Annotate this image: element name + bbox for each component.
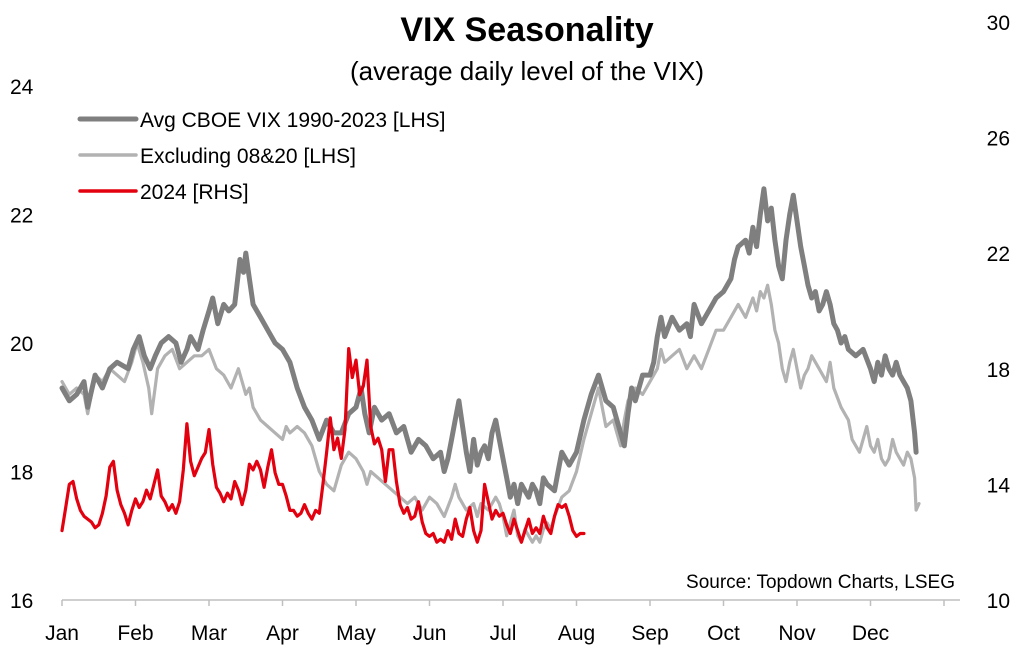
y-left-tick-label: 16	[10, 590, 33, 613]
axes: Jan Feb Mar Apr May Jun Jul Aug Sep Oct Nov Dec 16 18…	[10, 12, 1010, 645]
x-tick-label: Apr	[266, 622, 299, 645]
x-tick-label: Dec	[852, 622, 889, 645]
x-tick-label: Oct	[707, 622, 740, 645]
x-tick-label: May	[336, 622, 376, 645]
legend-label-line-avg-vix-1990-2023: Avg CBOE VIX 1990-2023 [LHS]	[140, 109, 445, 132]
y-left-tick-label: 20	[10, 333, 33, 356]
series-lines	[59, 186, 921, 544]
legend-label-line-excluding-08-20: Excluding 08&20 [LHS]	[140, 145, 356, 168]
chart-source-note: Source: Topdown Charts, LSEG	[686, 572, 955, 593]
x-tick-label: Mar	[191, 622, 227, 645]
legend: Avg CBOE VIX 1990-2023 [LHS] Excluding 08…	[77, 109, 445, 204]
y-left-tick-label: 22	[10, 205, 33, 228]
legend-label-line-2024: 2024 [RHS]	[140, 181, 249, 204]
y-right-tick-label: 22	[987, 243, 1010, 266]
x-tick-label: Jan	[45, 622, 79, 645]
chart-title: VIX Seasonality	[400, 11, 653, 49]
x-tick-label: Nov	[778, 622, 816, 645]
y-left-tick-label: 18	[10, 462, 33, 485]
series-line-line-2024	[60, 347, 586, 544]
series-line-line-avg-vix-1990-2023	[59, 186, 919, 507]
x-tick-label: Feb	[117, 622, 153, 645]
x-tick-label: Sep	[631, 622, 668, 645]
chart-subtitle: (average daily level of the VIX)	[350, 56, 704, 86]
y-right-tick-label: 26	[987, 128, 1010, 151]
x-tick-label: Jul	[490, 622, 517, 645]
y-right-tick-label: 18	[987, 359, 1010, 382]
y-right-tick-label: 14	[987, 474, 1011, 497]
series-line-line-excluding-08-20	[60, 283, 921, 544]
x-tick-label: Aug	[558, 622, 595, 645]
y-right-tick-label: 30	[987, 12, 1010, 35]
x-tick-label: Jun	[413, 622, 447, 645]
y-left-tick-label: 24	[10, 76, 34, 99]
y-right-tick-label: 10	[987, 590, 1010, 613]
